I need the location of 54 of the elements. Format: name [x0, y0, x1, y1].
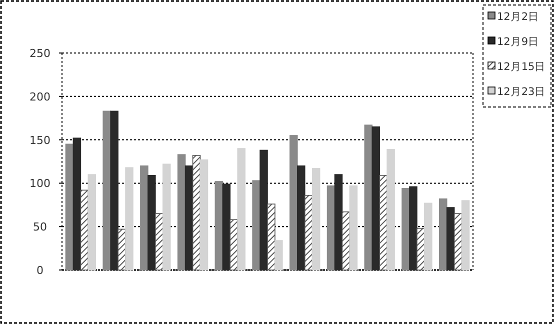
bar [446, 207, 455, 270]
bar [80, 190, 89, 270]
bar [102, 110, 111, 270]
bar [312, 168, 320, 270]
bar [118, 228, 126, 270]
bar [454, 213, 462, 270]
bar [177, 154, 186, 270]
y-tick-label: 150 [30, 134, 50, 147]
bar [409, 186, 418, 270]
bar [349, 185, 358, 270]
bar [424, 202, 432, 270]
bar [461, 200, 470, 270]
bar [402, 188, 410, 270]
legend-label: 12月15日 [497, 61, 546, 73]
y-tick-label: 100 [30, 177, 50, 190]
bar [290, 135, 298, 270]
bar [379, 174, 388, 270]
bar [364, 124, 373, 270]
bar [230, 219, 238, 270]
bar [386, 148, 395, 270]
bar [125, 167, 134, 270]
bar [252, 180, 260, 270]
bar [222, 184, 231, 270]
bar [326, 185, 336, 270]
bar [416, 228, 425, 270]
bar [72, 138, 82, 270]
y-tick-label: 200 [30, 90, 50, 104]
bar [372, 126, 380, 270]
bar [237, 148, 246, 270]
bar [65, 144, 74, 270]
bar [192, 155, 201, 270]
bar [334, 174, 343, 270]
bar [274, 240, 283, 270]
legend-label: 12月23日 [497, 86, 546, 98]
bar [342, 211, 350, 270]
bar [267, 204, 276, 270]
bar [148, 174, 156, 270]
bar [214, 181, 224, 270]
bar [155, 213, 164, 270]
y-tick-label: 50 [33, 220, 47, 234]
bar [304, 194, 313, 270]
legend-label: 12月9日 [497, 36, 540, 48]
bar [438, 198, 448, 270]
bar [88, 174, 96, 270]
bar [162, 164, 171, 270]
bar [184, 165, 194, 270]
bar [296, 165, 306, 270]
bar [110, 110, 118, 270]
bar [200, 159, 208, 270]
bar [260, 150, 268, 270]
y-tick-label: 250 [30, 47, 50, 60]
y-tick-label: 0 [36, 264, 44, 277]
bar [140, 165, 148, 270]
legend-label: 12月2日 [497, 11, 540, 23]
